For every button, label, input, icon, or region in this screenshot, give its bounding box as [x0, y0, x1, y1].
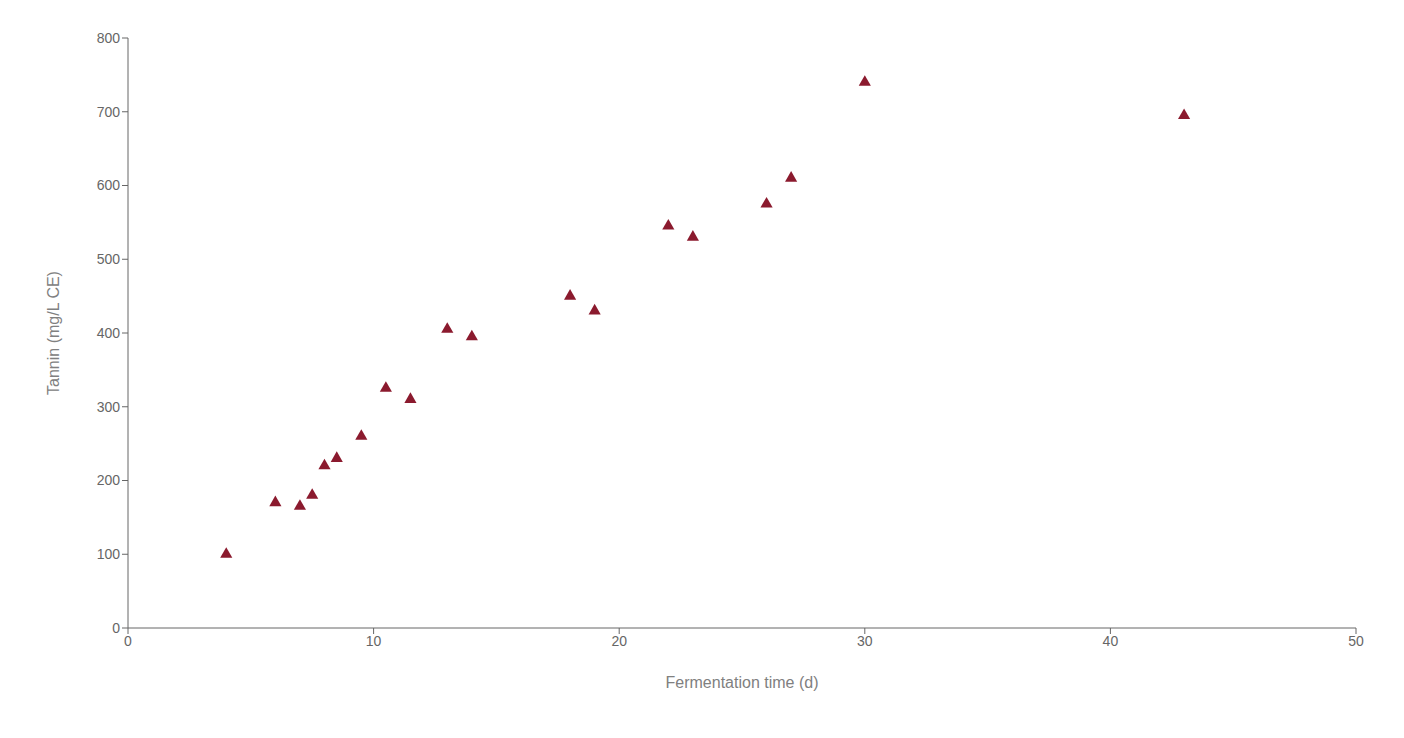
svg-text:10: 10: [366, 633, 382, 649]
svg-text:300: 300: [97, 399, 121, 415]
svg-text:700: 700: [97, 104, 121, 120]
svg-text:40: 40: [1103, 633, 1119, 649]
svg-text:400: 400: [97, 325, 121, 341]
svg-text:Fermentation time (d): Fermentation time (d): [666, 674, 819, 691]
svg-text:500: 500: [97, 251, 121, 267]
svg-text:Tannin (mg/L CE): Tannin (mg/L CE): [45, 271, 62, 395]
svg-text:30: 30: [857, 633, 873, 649]
svg-text:0: 0: [112, 620, 120, 636]
svg-text:0: 0: [124, 633, 132, 649]
svg-text:50: 50: [1348, 633, 1364, 649]
svg-text:800: 800: [97, 30, 121, 46]
svg-text:20: 20: [611, 633, 627, 649]
svg-text:600: 600: [97, 177, 121, 193]
svg-text:100: 100: [97, 546, 121, 562]
svg-text:200: 200: [97, 472, 121, 488]
